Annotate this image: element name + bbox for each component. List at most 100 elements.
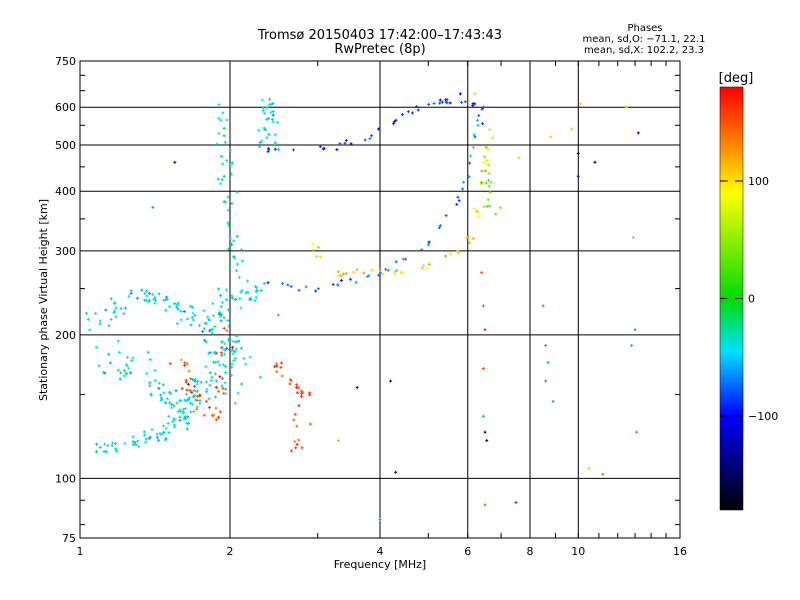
data-point [131, 440, 135, 444]
data-point [269, 110, 273, 114]
data-point [273, 141, 277, 145]
data-point [308, 393, 312, 397]
data-point [378, 518, 382, 522]
data-point [210, 331, 214, 335]
data-point [481, 366, 485, 370]
data-point [237, 275, 241, 279]
data-point [348, 277, 352, 281]
data-point [164, 298, 168, 302]
data-point [636, 131, 640, 135]
data-point [276, 313, 280, 317]
data-point [254, 290, 258, 294]
data-point [370, 268, 374, 272]
data-point [172, 404, 176, 408]
plot-grid [80, 61, 680, 538]
data-point [145, 294, 149, 298]
data-point [316, 245, 320, 249]
data-point [339, 274, 343, 278]
data-point [220, 178, 224, 182]
data-point [184, 421, 188, 425]
data-point [234, 347, 238, 351]
data-point [162, 391, 166, 395]
data-point [103, 371, 107, 375]
data-point [277, 148, 281, 152]
data-point [185, 317, 189, 321]
data-point [432, 101, 436, 105]
data-point [151, 205, 155, 209]
data-point [377, 127, 381, 131]
data-point [175, 303, 179, 307]
data-point [219, 314, 223, 318]
data-point [336, 439, 340, 443]
data-point [541, 304, 545, 308]
data-point [203, 321, 207, 325]
data-point [240, 289, 244, 293]
data-point [483, 503, 487, 507]
data-point [191, 311, 195, 315]
data-point [480, 107, 484, 111]
data-points [84, 92, 640, 522]
data-point [228, 236, 232, 240]
data-point [422, 264, 426, 268]
data-point [275, 370, 279, 374]
data-point [213, 372, 217, 376]
data-point [517, 156, 521, 160]
data-point [473, 207, 477, 211]
data-point [233, 401, 237, 405]
data-point [106, 444, 110, 448]
data-point [485, 159, 489, 163]
data-point [310, 242, 314, 246]
y-tick-label: 600 [55, 101, 76, 114]
data-point [587, 466, 591, 470]
data-point [226, 338, 230, 342]
data-point [107, 352, 111, 356]
data-point [222, 134, 226, 138]
data-point [280, 374, 284, 378]
data-point [140, 288, 144, 292]
data-point [230, 362, 234, 366]
x-tick-label: 4 [377, 545, 384, 558]
data-point [217, 116, 221, 120]
data-point [191, 318, 195, 322]
data-point [129, 289, 133, 293]
data-point [224, 387, 228, 391]
data-point [222, 200, 226, 204]
data-point [175, 322, 179, 326]
x-tick-label: 1 [77, 545, 84, 558]
data-point [228, 265, 232, 269]
data-point [267, 133, 271, 137]
data-point [295, 442, 299, 446]
data-point [314, 289, 318, 293]
data-point [289, 285, 293, 289]
data-point [172, 417, 176, 421]
data-point [448, 101, 452, 105]
data-point [186, 382, 190, 386]
data-point [220, 384, 224, 388]
data-point [295, 383, 299, 387]
data-point [168, 390, 172, 394]
data-point [265, 136, 269, 140]
data-point [244, 291, 248, 295]
data-point [484, 181, 488, 185]
data-point [192, 394, 196, 398]
data-point [239, 346, 243, 350]
data-point [240, 382, 244, 386]
data-point [427, 102, 431, 106]
data-point [205, 387, 209, 391]
data-point [157, 386, 161, 390]
data-point [265, 106, 269, 110]
data-point [223, 342, 227, 346]
data-point [190, 316, 194, 320]
data-point [192, 379, 196, 383]
data-point [544, 379, 548, 383]
data-point [260, 139, 264, 143]
data-point [479, 181, 483, 185]
data-point [272, 143, 276, 147]
data-point [489, 180, 493, 184]
data-point [367, 274, 371, 278]
data-point [153, 301, 157, 305]
data-point [168, 362, 172, 366]
data-point [469, 154, 473, 158]
data-point [135, 296, 139, 300]
data-point [254, 284, 258, 288]
